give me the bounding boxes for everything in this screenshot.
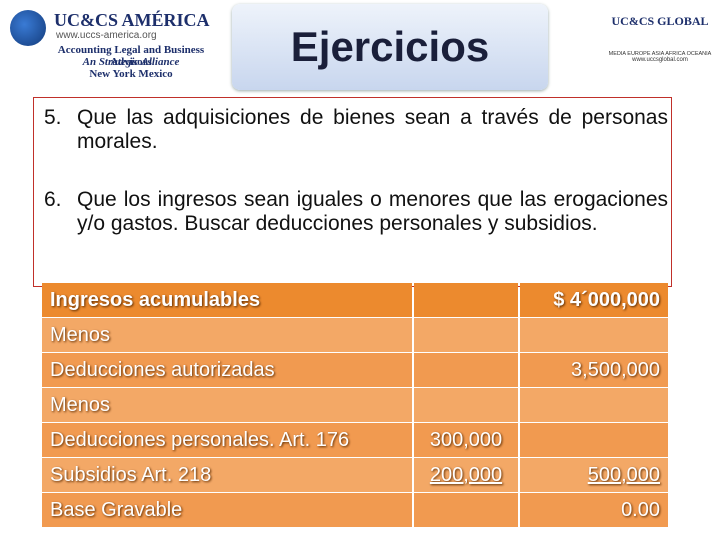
row-amount bbox=[414, 388, 518, 422]
row-label: Deducciones personales. Art. 176 bbox=[42, 423, 412, 457]
row-total: 0.00 bbox=[520, 493, 668, 527]
row-amount bbox=[414, 493, 518, 527]
list-item: 6. Que los ingresos sean iguales o menor… bbox=[44, 188, 668, 236]
table-row: Menos bbox=[42, 318, 668, 352]
row-amount bbox=[414, 283, 518, 317]
row-total: 3,500,000 bbox=[520, 353, 668, 387]
logo-brand: UC&CS AMÉRICA bbox=[54, 10, 210, 30]
row-amount: 300,000 bbox=[414, 423, 518, 457]
row-total: 500,000 bbox=[520, 458, 668, 492]
logo-regions: MEDIA EUROPE ASIA AFRICA OCEANIA bbox=[608, 51, 712, 57]
logo-left: UC&CS AMÉRICA www.uccs-america.org Accou… bbox=[6, 8, 228, 80]
item-number: 6. bbox=[44, 188, 62, 211]
row-label: Menos bbox=[42, 318, 412, 352]
logo-brand: UC&CS GLOBAL bbox=[611, 14, 709, 28]
row-label: Ingresos acumulables bbox=[42, 283, 412, 317]
logo-url: www.uccs-america.org bbox=[56, 30, 157, 41]
row-total bbox=[520, 388, 668, 422]
row-amount bbox=[414, 318, 518, 352]
logo-right: UC&CS GLOBAL MEDIA EUROPE ASIA AFRICA OC… bbox=[605, 8, 715, 78]
title: Ejercicios bbox=[290, 23, 490, 70]
row-label: Deducciones autorizadas bbox=[42, 353, 412, 387]
table-row: Deducciones autorizadas 3,500,000 bbox=[42, 353, 668, 387]
table-row: Ingresos acumulables $ 4´000,000 bbox=[42, 283, 668, 317]
logo-alliance: An Strategic Alliance bbox=[82, 56, 180, 68]
logo-url: www.uccsglobal.com bbox=[632, 57, 688, 63]
row-total bbox=[520, 423, 668, 457]
row-total: $ 4´000,000 bbox=[520, 283, 668, 317]
item-number: 5. bbox=[44, 106, 62, 129]
logo-cities: New York Mexico bbox=[89, 68, 173, 80]
globe-icon bbox=[10, 10, 46, 46]
row-label: Base Gravable bbox=[42, 493, 412, 527]
logo-tagline: Accounting Legal and Business Advisors bbox=[57, 44, 205, 68]
row-amount bbox=[414, 353, 518, 387]
row-label: Menos bbox=[42, 388, 412, 422]
title-box: Ejercicios bbox=[232, 4, 548, 90]
item-text: Que las adquisiciones de bienes sean a t… bbox=[77, 106, 668, 153]
table-row: Subsidios Art. 218 200,000 500,000 bbox=[42, 458, 668, 492]
list-item: 5. Que las adquisiciones de bienes sean … bbox=[44, 106, 668, 154]
row-total bbox=[520, 318, 668, 352]
row-label: Subsidios Art. 218 bbox=[42, 458, 412, 492]
table-row: Menos bbox=[42, 388, 668, 422]
row-amount: 200,000 bbox=[414, 458, 518, 492]
table: Ingresos acumulables $ 4´000,000 Menos Dedu… bbox=[42, 283, 668, 528]
table-row: Base Gravable 0.00 bbox=[42, 493, 668, 527]
table-row: Deducciones personales. Art. 176 300,000 bbox=[42, 423, 668, 457]
item-text: Que los ingresos sean iguales o menores … bbox=[77, 188, 668, 235]
